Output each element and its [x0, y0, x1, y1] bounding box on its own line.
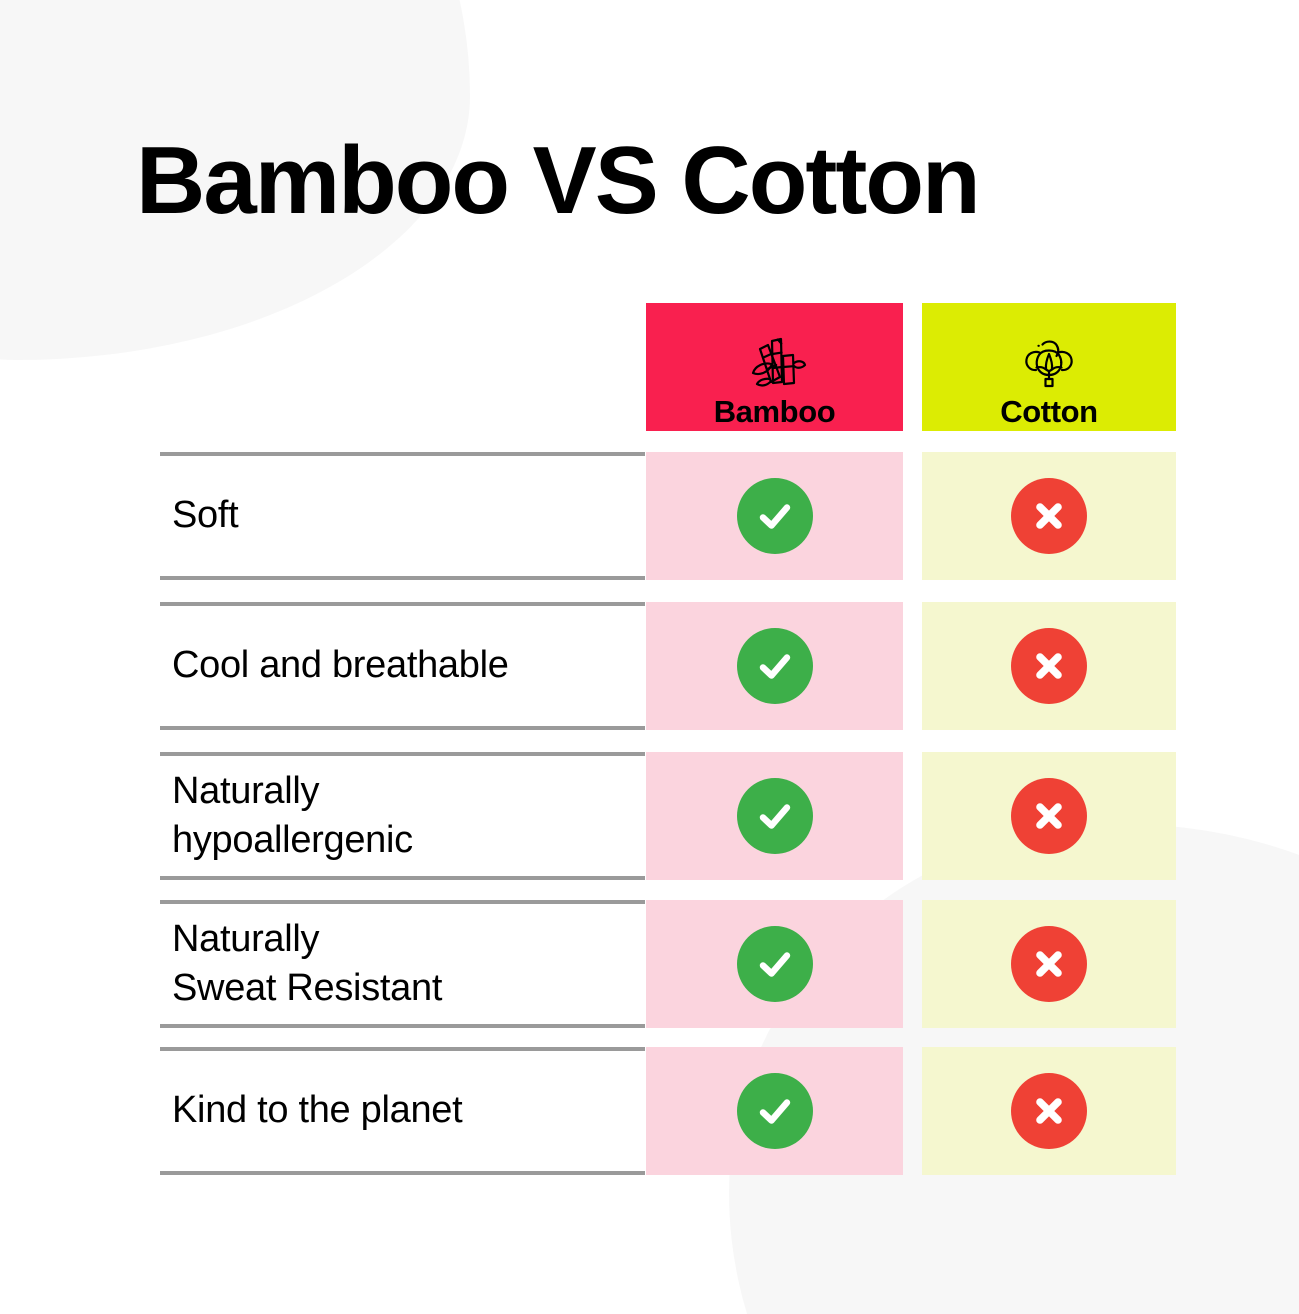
row-rule-bottom [160, 1024, 645, 1028]
feature-label-line: Cool and breathable [172, 644, 509, 687]
row-rule-bottom [160, 1171, 645, 1175]
column-header-cotton[interactable]: Cotton [922, 303, 1176, 431]
row-rule-top [160, 752, 645, 756]
feature-label: Cool and breathable [172, 602, 642, 730]
cell-bamboo[interactable] [646, 1047, 903, 1175]
check-icon [736, 926, 813, 1002]
cross-icon [1011, 778, 1087, 854]
check-icon [736, 1073, 813, 1149]
table-row: Naturally hypoallergenic [0, 752, 1299, 880]
check-icon [736, 778, 813, 854]
cell-bamboo[interactable] [646, 752, 903, 880]
feature-label-line: Sweat Resistant [172, 967, 443, 1009]
check-icon [736, 628, 813, 704]
feature-label-line: Soft [172, 494, 239, 537]
feature-label-line: Naturally [172, 917, 320, 960]
column-header-bamboo[interactable]: Bamboo [646, 303, 903, 431]
table-row: Soft [0, 452, 1299, 580]
cross-icon [1011, 1073, 1087, 1149]
cross-icon [1011, 478, 1087, 554]
row-rule-top [160, 602, 645, 606]
row-rule-bottom [160, 726, 645, 730]
feature-label-line: Naturally [172, 769, 320, 812]
row-rule-bottom [160, 876, 645, 880]
bamboo-stalks-icon [738, 332, 812, 394]
feature-label-line: Kind to the planet [172, 1089, 463, 1132]
feature-label: Kind to the planet [172, 1047, 642, 1175]
column-header-cotton-label: Cotton [1000, 394, 1098, 429]
feature-label-line: hypoallergenic [172, 819, 413, 861]
cell-cotton[interactable] [922, 602, 1176, 730]
table-row: Kind to the planet [0, 1047, 1299, 1175]
table-row: Naturally Sweat Resistant [0, 900, 1299, 1028]
cell-bamboo[interactable] [646, 900, 903, 1028]
check-icon [736, 478, 813, 554]
cotton-boll-icon [1012, 332, 1086, 394]
cross-icon [1011, 628, 1087, 704]
cell-cotton[interactable] [922, 1047, 1176, 1175]
row-rule-top [160, 452, 645, 456]
feature-label: Naturally hypoallergenic [172, 752, 642, 880]
row-rule-top [160, 1047, 645, 1051]
cell-bamboo[interactable] [646, 602, 903, 730]
cell-cotton[interactable] [922, 752, 1176, 880]
feature-label: Soft [172, 452, 642, 580]
row-rule-bottom [160, 576, 645, 580]
row-rule-top [160, 900, 645, 904]
feature-label: Naturally Sweat Resistant [172, 900, 642, 1028]
cross-icon [1011, 926, 1087, 1002]
column-header-bamboo-label: Bamboo [713, 394, 836, 429]
cell-cotton[interactable] [922, 452, 1176, 580]
table-row: Cool and breathable [0, 602, 1299, 730]
cell-bamboo[interactable] [646, 452, 903, 580]
cell-cotton[interactable] [922, 900, 1176, 1028]
